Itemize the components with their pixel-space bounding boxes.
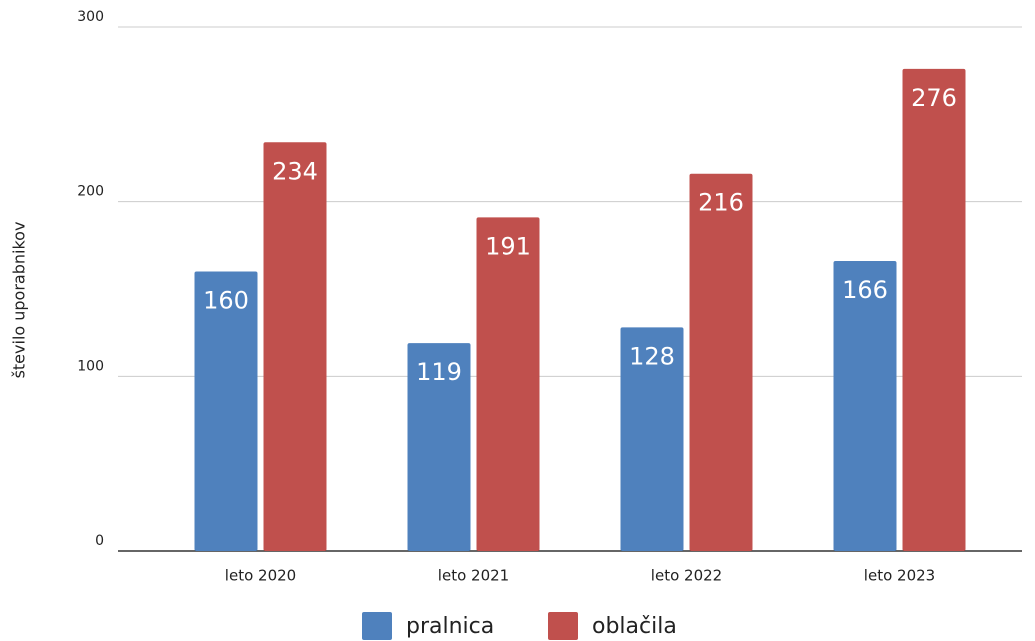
value-label: 119 — [416, 358, 462, 386]
value-label: 191 — [485, 232, 531, 260]
bar — [194, 271, 258, 551]
bar — [407, 343, 471, 551]
value-label: 128 — [629, 342, 675, 370]
y-tick-label: 0 — [95, 533, 104, 549]
bar — [833, 261, 897, 551]
x-tick-label: leto 2021 — [438, 567, 509, 585]
bar — [263, 142, 327, 551]
legend-swatch — [362, 612, 392, 640]
value-label: 216 — [698, 189, 744, 217]
x-tick-label: leto 2022 — [651, 567, 722, 585]
y-tick-label: 200 — [77, 184, 104, 200]
y-axis-label: število uporabnikov — [10, 222, 29, 379]
y-tick-label: 300 — [77, 9, 104, 25]
legend-label: pralnica — [406, 614, 494, 639]
value-label: 234 — [272, 157, 318, 185]
legend-label: oblačila — [592, 614, 677, 639]
x-tick-label: leto 2023 — [864, 567, 935, 585]
bar — [620, 327, 684, 551]
y-tick-label: 100 — [77, 358, 104, 374]
bar — [689, 173, 753, 551]
bar — [476, 217, 540, 552]
value-label: 160 — [203, 287, 249, 315]
value-label: 166 — [842, 276, 888, 304]
x-tick-label: leto 2020 — [225, 567, 296, 585]
value-label: 276 — [911, 84, 957, 112]
legend-swatch — [548, 612, 578, 640]
bar — [902, 68, 966, 552]
